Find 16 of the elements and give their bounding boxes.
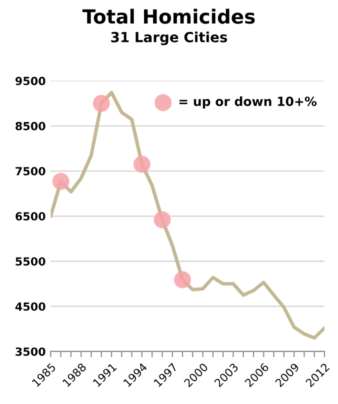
- point: [52, 172, 70, 190]
- y-tick-label: 5500: [16, 257, 46, 266]
- point: [92, 94, 110, 112]
- y-tick-label: 6500: [16, 212, 46, 221]
- line-series: [50, 90, 324, 340]
- y-tick-label: 9500: [15, 76, 46, 86]
- y-tick-label: 7500: [16, 167, 46, 176]
- y-tick-label: 8500: [16, 122, 46, 130]
- point: [133, 156, 150, 173]
- chart-title: Total Homicides: [82, 8, 255, 24]
- y-tick-label: 3500: [16, 347, 46, 356]
- chart-subtitle: 31 Large Cities: [111, 32, 228, 46]
- point: [154, 211, 171, 228]
- y-tick-label: 4500: [15, 302, 46, 311]
- point: [174, 271, 192, 288]
- legend-label: = up or down 10+%: [179, 96, 317, 109]
